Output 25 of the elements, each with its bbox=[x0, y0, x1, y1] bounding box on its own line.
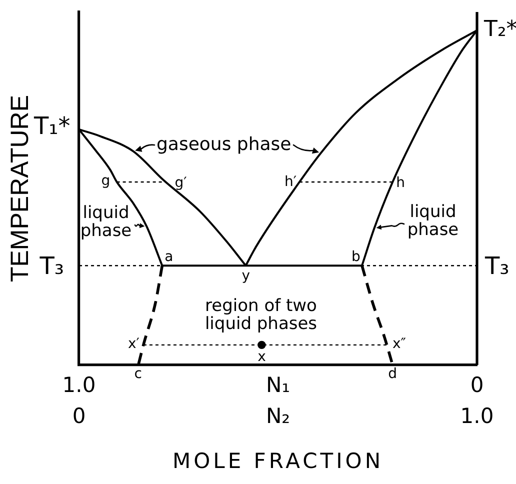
annotation: d bbox=[388, 366, 397, 382]
annotation: x″ bbox=[392, 336, 406, 353]
annotation: g′ bbox=[174, 175, 187, 192]
annotation: liquid phase bbox=[406, 202, 460, 240]
annotation: y bbox=[242, 268, 250, 284]
annotation: x′ bbox=[128, 336, 140, 353]
ref-line-label: T₃ bbox=[484, 252, 510, 280]
annotation: g bbox=[101, 173, 110, 190]
text: MOLE FRACTION bbox=[172, 449, 384, 474]
annotation: liquid phase bbox=[79, 202, 133, 242]
x-axis-title: N₂ bbox=[266, 404, 290, 428]
y-axis-title: TEMPERATURE bbox=[6, 94, 34, 282]
x2-axis-title: N₁ bbox=[266, 373, 290, 398]
annotation: c bbox=[134, 366, 142, 382]
annotation: region of two liquid phases bbox=[204, 296, 318, 334]
text: T₃ bbox=[40, 252, 64, 280]
annotation: h′ bbox=[284, 174, 297, 191]
annotation: h bbox=[396, 175, 405, 192]
annotation: T₁* bbox=[34, 112, 70, 140]
annotation: a bbox=[164, 249, 174, 266]
x2-tick-label: 1.0 bbox=[62, 373, 96, 398]
x2-tick-label: 0 bbox=[470, 373, 484, 398]
annotation: b bbox=[351, 249, 360, 266]
annotation: gaseous phase bbox=[156, 134, 292, 155]
annotation: x bbox=[258, 349, 266, 366]
